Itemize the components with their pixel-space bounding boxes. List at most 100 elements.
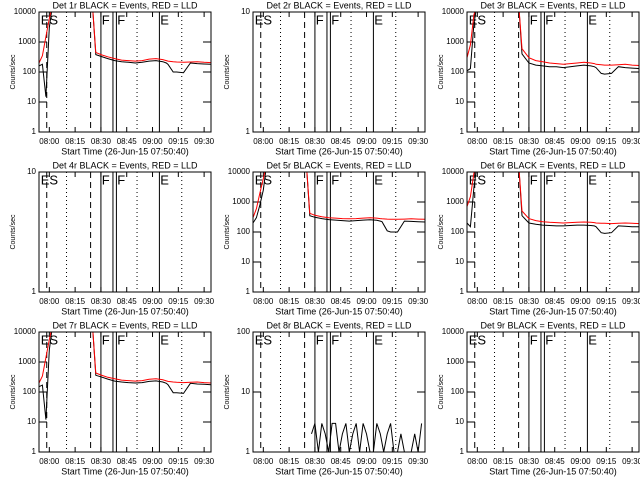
annotation: F xyxy=(117,12,125,27)
y-tick-label: 10000 xyxy=(442,167,465,176)
x-axis-label: Start Time (26-Jun-15 07:50:40) xyxy=(275,306,403,316)
x-tick-label: 09:30 xyxy=(408,137,429,146)
y-tick-label: 10000 xyxy=(442,327,465,336)
x-tick-label: 09:15 xyxy=(596,137,617,146)
x-tick-label: 08:45 xyxy=(545,457,566,466)
x-tick-label: 09:30 xyxy=(622,297,640,306)
annotation: E xyxy=(588,12,597,27)
x-tick-label: 09:15 xyxy=(382,137,403,146)
annotation: ES xyxy=(469,172,487,187)
y-tick-label: 1 xyxy=(460,447,465,456)
panel-title: Det 1r BLACK = Events, RED = LLD xyxy=(52,0,198,10)
x-tick-label: 08:00 xyxy=(467,297,488,306)
x-tick-label: 09:00 xyxy=(143,137,164,146)
x-tick-label: 08:15 xyxy=(65,297,86,306)
annotation: F xyxy=(316,172,324,187)
annotation: F xyxy=(331,332,339,347)
x-tick-label: 08:30 xyxy=(519,457,540,466)
x-tick-label: 09:00 xyxy=(571,137,592,146)
series-line xyxy=(39,332,211,420)
y-tick-label: 10 xyxy=(27,417,36,426)
x-tick-label: 09:15 xyxy=(382,297,403,306)
x-tick-label: 08:45 xyxy=(331,297,352,306)
x-tick-label: 09:30 xyxy=(194,457,215,466)
annotation: F xyxy=(117,332,125,347)
x-tick-label: 09:00 xyxy=(571,457,592,466)
x-tick-label: 08:00 xyxy=(39,297,60,306)
annotation: F xyxy=(316,332,324,347)
panel: Det 6r BLACK = Events, RED = LLD Counts/s… xyxy=(438,160,640,316)
annotation: E xyxy=(160,332,169,347)
x-tick-label: 09:30 xyxy=(408,457,429,466)
x-tick-label: 08:15 xyxy=(279,457,300,466)
panel: Det 1r BLACK = Events, RED = LLD Counts/s… xyxy=(10,0,215,156)
annotation: E xyxy=(374,12,383,27)
x-tick-label: 08:15 xyxy=(493,297,514,306)
x-tick-label: 08:00 xyxy=(467,137,488,146)
annotation: E xyxy=(374,172,383,187)
panel-title: Det 3r BLACK = Events, RED = LLD xyxy=(480,0,626,10)
series-line xyxy=(39,332,211,384)
annotation: E xyxy=(160,12,169,27)
y-tick-label: 1 xyxy=(246,287,251,296)
y-tick-label: 10000 xyxy=(14,7,37,16)
y-tick-label: 1000 xyxy=(446,37,464,46)
panel: Det 3r BLACK = Events, RED = LLD Counts/s… xyxy=(438,0,640,156)
y-tick-label: 100 xyxy=(237,327,251,336)
x-axis-label: Start Time (26-Jun-15 07:50:40) xyxy=(275,146,403,156)
annotation: F xyxy=(530,12,538,27)
y-tick-label: 10000 xyxy=(228,167,251,176)
panel-title: Det 9r BLACK = Events, RED = LLD xyxy=(480,320,626,330)
y-tick-label: 100 xyxy=(237,227,251,236)
annotation: F xyxy=(331,172,339,187)
y-tick-label: 100 xyxy=(451,227,465,236)
annotation: ES xyxy=(469,12,487,27)
y-tick-label: 1000 xyxy=(18,37,36,46)
y-tick-label: 1 xyxy=(246,447,251,456)
x-axis-label: Start Time (26-Jun-15 07:50:40) xyxy=(61,146,189,156)
x-tick-label: 09:30 xyxy=(408,297,429,306)
y-axis-label: Counts/sec xyxy=(10,54,17,90)
y-axis-label: Counts/sec xyxy=(224,214,231,250)
annotation: F xyxy=(545,172,553,187)
x-tick-label: 09:00 xyxy=(143,457,164,466)
y-tick-label: 10 xyxy=(27,97,36,106)
y-tick-label: 10 xyxy=(27,167,36,176)
x-tick-label: 08:30 xyxy=(91,297,112,306)
series-line xyxy=(467,12,639,75)
y-axis-label: Counts/sec xyxy=(438,374,445,410)
series-line xyxy=(39,12,211,64)
y-tick-label: 10 xyxy=(455,257,464,266)
annotation: F xyxy=(545,12,553,27)
series-line xyxy=(467,172,639,225)
x-tick-label: 08:30 xyxy=(305,457,326,466)
x-tick-label: 08:45 xyxy=(545,297,566,306)
panel: Det 7r BLACK = Events, RED = LLD Counts/s… xyxy=(10,320,215,476)
x-tick-label: 09:00 xyxy=(143,297,164,306)
series-line xyxy=(39,12,211,97)
x-axis-label: Start Time (26-Jun-15 07:50:40) xyxy=(61,306,189,316)
y-tick-label: 10 xyxy=(241,257,250,266)
x-tick-label: 09:15 xyxy=(168,297,189,306)
annotation: F xyxy=(102,12,110,27)
series-line xyxy=(467,12,639,66)
x-tick-label: 08:45 xyxy=(117,137,138,146)
x-tick-label: 08:00 xyxy=(253,137,274,146)
panel-title: Det 7r BLACK = Events, RED = LLD xyxy=(52,320,198,330)
y-tick-label: 1000 xyxy=(18,357,36,366)
panel: Det 4r BLACK = Events, RED = LLD Counts/s… xyxy=(10,160,215,316)
x-tick-label: 09:30 xyxy=(194,297,215,306)
y-tick-label: 10000 xyxy=(442,7,465,16)
x-tick-label: 08:30 xyxy=(91,457,112,466)
y-tick-label: 10 xyxy=(241,7,250,16)
x-tick-label: 08:15 xyxy=(493,457,514,466)
x-tick-label: 09:00 xyxy=(357,137,378,146)
y-tick-label: 1 xyxy=(246,127,251,136)
annotation: E xyxy=(588,332,597,347)
plot-frame xyxy=(252,331,426,453)
x-tick-label: 08:45 xyxy=(331,457,352,466)
annotation: F xyxy=(530,172,538,187)
panel-title: Det 5r BLACK = Events, RED = LLD xyxy=(266,160,412,170)
x-axis-label: Start Time (26-Jun-15 07:50:40) xyxy=(61,466,189,476)
